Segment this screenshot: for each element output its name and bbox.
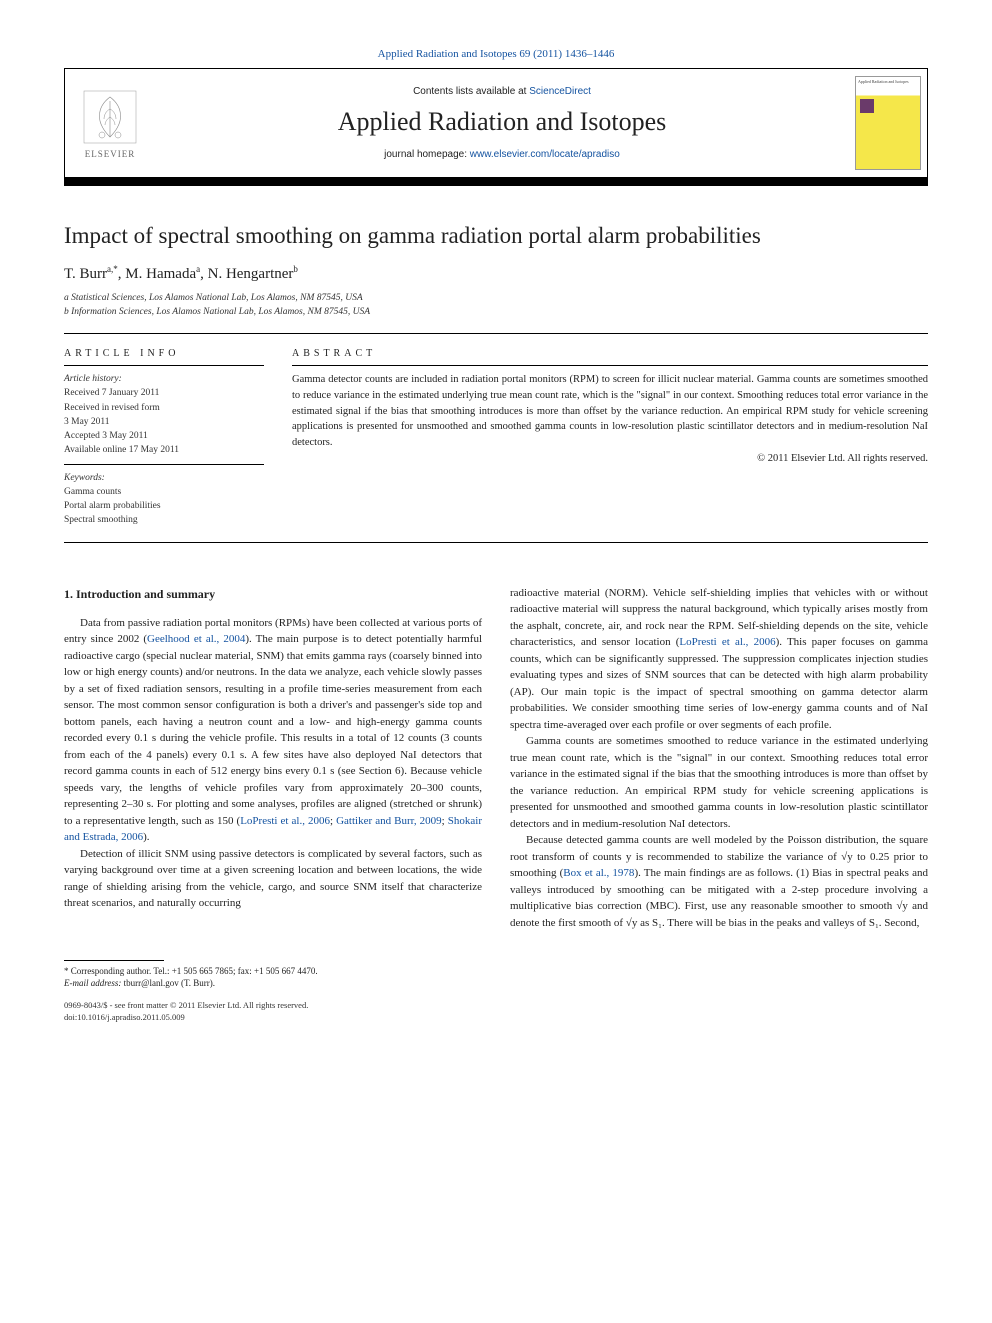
col1-para-2: Detection of illicit SNM using passive d… [64,846,482,912]
keywords-label: Keywords: [64,471,264,485]
footnote-rule [64,960,164,961]
abstract-column: ABSTRACT Gamma detector counts are inclu… [292,348,928,528]
column-right: radioactive material (NORM). Vehicle sel… [510,585,928,1024]
affiliation-a: a Statistical Sciences, Los Alamos Natio… [64,291,928,305]
history-online: Available online 17 May 2011 [64,443,264,457]
homepage-line: journal homepage: www.elsevier.com/locat… [384,149,620,160]
header-black-bar [64,178,928,186]
keyword-3: Spectral smoothing [64,513,264,527]
doi-line: doi:10.1016/j.apradiso.2011.05.009 [64,1012,482,1024]
elsevier-logo: ELSEVIER [65,69,155,177]
history-label: Article history: [64,372,264,386]
c2p1b: ). This paper focuses on gamma counts, w… [510,636,928,731]
homepage-prefix: journal homepage: [384,149,470,160]
cite-gattiker[interactable]: Gattiker and Burr, 2009 [336,815,442,827]
col2-para-2: Gamma counts are sometimes smoothed to r… [510,733,928,832]
journal-cover-thumbnail: Applied Radiation and Isotopes [849,69,927,177]
journal-reference-link[interactable]: Applied Radiation and Isotopes 69 (2011)… [64,48,928,60]
journal-header: ELSEVIER Contents lists available at Sci… [64,68,928,178]
email-label: E-mail address: [64,978,124,988]
issn-line: 0969-8043/$ - see front matter © 2011 El… [64,1000,482,1012]
sciencedirect-link[interactable]: ScienceDirect [529,86,591,97]
cite-lopresti-2[interactable]: LoPresti et al., 2006 [679,636,775,648]
divider-bottom [64,542,928,543]
section-1-head: 1. Introduction and summary [64,585,482,603]
author-1: T. Burr [64,266,107,282]
footnote-area: * Corresponding author. Tel.: +1 505 665… [64,960,482,1024]
corresponding-author: * Corresponding author. Tel.: +1 505 665… [64,965,482,978]
cite-lopresti-1[interactable]: LoPresti et al., 2006 [240,815,330,827]
keyword-1: Gamma counts [64,485,264,499]
journal-title: Applied Radiation and Isotopes [338,107,667,137]
col2-para-1: radioactive material (NORM). Vehicle sel… [510,585,928,734]
cover-title-text: Applied Radiation and Isotopes [858,79,909,84]
article-info-column: ARTICLE INFO Article history: Received 7… [64,348,264,528]
author-list: T. Burra,*, M. Hamadaa, N. Hengartnerb [64,264,928,283]
author-2: , M. Hamada [118,266,196,282]
cover-image: Applied Radiation and Isotopes [855,76,921,170]
history-revised-1: Received in revised form [64,401,264,415]
abstract-text: Gamma detector counts are included in ra… [292,372,928,451]
author-1-sup: a,* [107,264,118,274]
article-history: Article history: Received 7 January 2011… [64,372,264,458]
homepage-link[interactable]: www.elsevier.com/locate/apradiso [470,149,620,160]
col1-para-1: Data from passive radiation portal monit… [64,615,482,846]
col2-para-3: Because detected gamma counts are well m… [510,832,928,931]
divider-top [64,333,928,334]
cite-geelhood[interactable]: Geelhood et al., 2004 [147,633,245,645]
elsevier-tree-icon [80,87,140,147]
column-left: 1. Introduction and summary Data from pa… [64,585,482,1024]
history-received: Received 7 January 2011 [64,386,264,400]
affiliations: a Statistical Sciences, Los Alamos Natio… [64,291,928,320]
elsevier-label: ELSEVIER [85,149,136,159]
history-accepted: Accepted 3 May 2011 [64,429,264,443]
affiliation-b: b Information Sciences, Los Alamos Natio… [64,305,928,319]
c1p1b: ). The main purpose is to detect potenti… [64,633,482,827]
cite-box[interactable]: Box et al., 1978 [563,867,634,879]
abstract-copyright: © 2011 Elsevier Ltd. All rights reserved… [292,453,928,464]
c1p1c: ). [143,831,149,843]
body-two-column: 1. Introduction and summary Data from pa… [64,585,928,1024]
abstract-head: ABSTRACT [292,348,928,359]
author-3-sup: b [293,264,298,274]
keyword-2: Portal alarm probabilities [64,499,264,513]
article-info-head: ARTICLE INFO [64,348,264,359]
contents-prefix: Contents lists available at [413,86,529,97]
article-title: Impact of spectral smoothing on gamma ra… [64,222,928,250]
keywords-block: Keywords: Gamma counts Portal alarm prob… [64,471,264,528]
author-3: , N. Hengartner [200,266,293,282]
email-line: E-mail address: tburr@lanl.gov (T. Burr)… [64,977,482,990]
history-revised-2: 3 May 2011 [64,415,264,429]
contents-available-line: Contents lists available at ScienceDirec… [413,86,591,97]
header-center: Contents lists available at ScienceDirec… [155,69,849,177]
email-value: tburr@lanl.gov (T. Burr). [124,978,215,988]
